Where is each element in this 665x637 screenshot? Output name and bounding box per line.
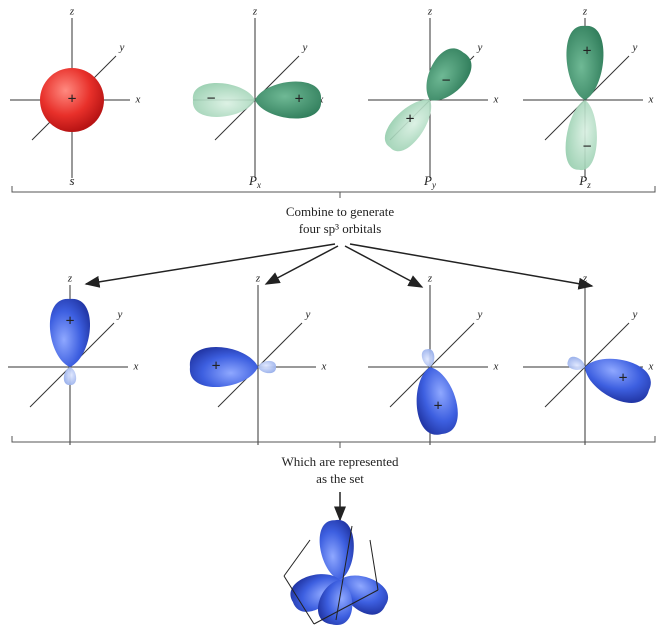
axis-label: y: [477, 42, 483, 54]
axis-label: y: [477, 309, 483, 321]
orbital-label: Py: [423, 173, 436, 190]
tetrahedron-edge: [369, 539, 379, 591]
orbital-letter: P: [578, 173, 587, 188]
orbital-subscript: z: [586, 180, 591, 190]
axis-label: x: [133, 361, 139, 373]
arrow: [349, 243, 594, 290]
axis-label: z: [427, 6, 433, 18]
lobe: [192, 83, 255, 117]
orbital-letter: P: [248, 173, 257, 188]
axis-label: y: [305, 309, 311, 321]
axis-label: y: [117, 309, 123, 321]
axis-label: z: [427, 273, 433, 285]
axis-label: x: [648, 94, 654, 106]
orbital-letter: P: [423, 173, 432, 188]
tetrahedron-edge: [283, 539, 311, 577]
axis-label: x: [493, 94, 499, 106]
brace: [11, 186, 656, 198]
sign: −: [206, 91, 215, 108]
axis-label: x: [135, 94, 141, 106]
axis-label: x: [321, 361, 327, 373]
orbital-subscript: x: [256, 180, 261, 190]
tetrahedron-edge: [335, 525, 353, 621]
axis-label: z: [67, 273, 73, 285]
hybrid-panel: z x y +: [8, 273, 139, 445]
caption: Which are represented: [282, 454, 399, 469]
lobe: [49, 298, 91, 367]
sign: +: [67, 91, 76, 108]
arrow: [84, 243, 336, 288]
sign: +: [294, 91, 303, 108]
arrows: [84, 243, 594, 522]
sp3-set: [283, 520, 388, 625]
lobe: [566, 25, 604, 100]
caption: four sp³ orbitals: [299, 221, 382, 236]
sign: +: [211, 358, 220, 375]
orbital-subscript: y: [431, 180, 436, 190]
orbital-panel: z x y + − Pz: [523, 6, 654, 190]
caption: Combine to generate: [286, 204, 395, 219]
axis-label: z: [252, 6, 258, 18]
lobe: [426, 48, 472, 101]
sign: +: [618, 370, 627, 387]
lobe: [318, 580, 353, 625]
lobe: [384, 99, 432, 151]
lobe: [63, 367, 77, 386]
orbital-letter: s: [69, 173, 74, 188]
axis-label: x: [648, 361, 654, 373]
sign: −: [582, 139, 591, 156]
axis-label: z: [582, 6, 588, 18]
caption: as the set: [316, 471, 364, 486]
lobe: [189, 346, 258, 388]
orbital-panel: z x y + s: [10, 6, 141, 188]
lobe: [416, 367, 458, 435]
sign: +: [405, 111, 414, 128]
orbital-label: Pz: [578, 173, 591, 190]
axis-label: z: [582, 273, 588, 285]
orbital-panel: z x y + − Py: [368, 6, 499, 190]
lobe: [40, 68, 104, 132]
brace: [11, 436, 656, 448]
sign: +: [433, 398, 442, 415]
hybrid-panel: z x y +: [523, 273, 654, 445]
axis-label: x: [493, 361, 499, 373]
y-axis: [544, 322, 630, 408]
orbital-label: s: [69, 173, 74, 188]
axis-label: z: [255, 273, 261, 285]
orbital-label: Px: [248, 173, 261, 190]
lobe: [565, 100, 597, 170]
lobe: [258, 360, 277, 374]
axis-label: y: [302, 42, 308, 54]
arrow: [344, 245, 424, 288]
sign: +: [65, 313, 74, 330]
axis-label: y: [632, 309, 638, 321]
lobe: [255, 81, 322, 119]
hybrid-panel: z x y +: [368, 273, 499, 445]
lobe: [585, 358, 651, 403]
axis-label: y: [632, 42, 638, 54]
panels: zxy+szxy+−Pxzxy+−Pyzxy+−Pzzxy+zxy+zxy+zx…: [8, 6, 654, 445]
axis-label: z: [69, 6, 75, 18]
arrow: [264, 245, 339, 285]
lobe: [319, 520, 354, 580]
tetrahedron-edge: [283, 575, 315, 625]
sign: +: [582, 43, 591, 60]
sign: −: [441, 73, 450, 90]
hybrid-panel: z x y +: [189, 273, 327, 445]
lobe: [421, 349, 435, 367]
orbital-panel: z x y + − Px: [192, 6, 324, 190]
tetrahedron-edge: [313, 589, 379, 625]
axis-label: y: [119, 42, 125, 54]
lobe: [567, 356, 585, 370]
